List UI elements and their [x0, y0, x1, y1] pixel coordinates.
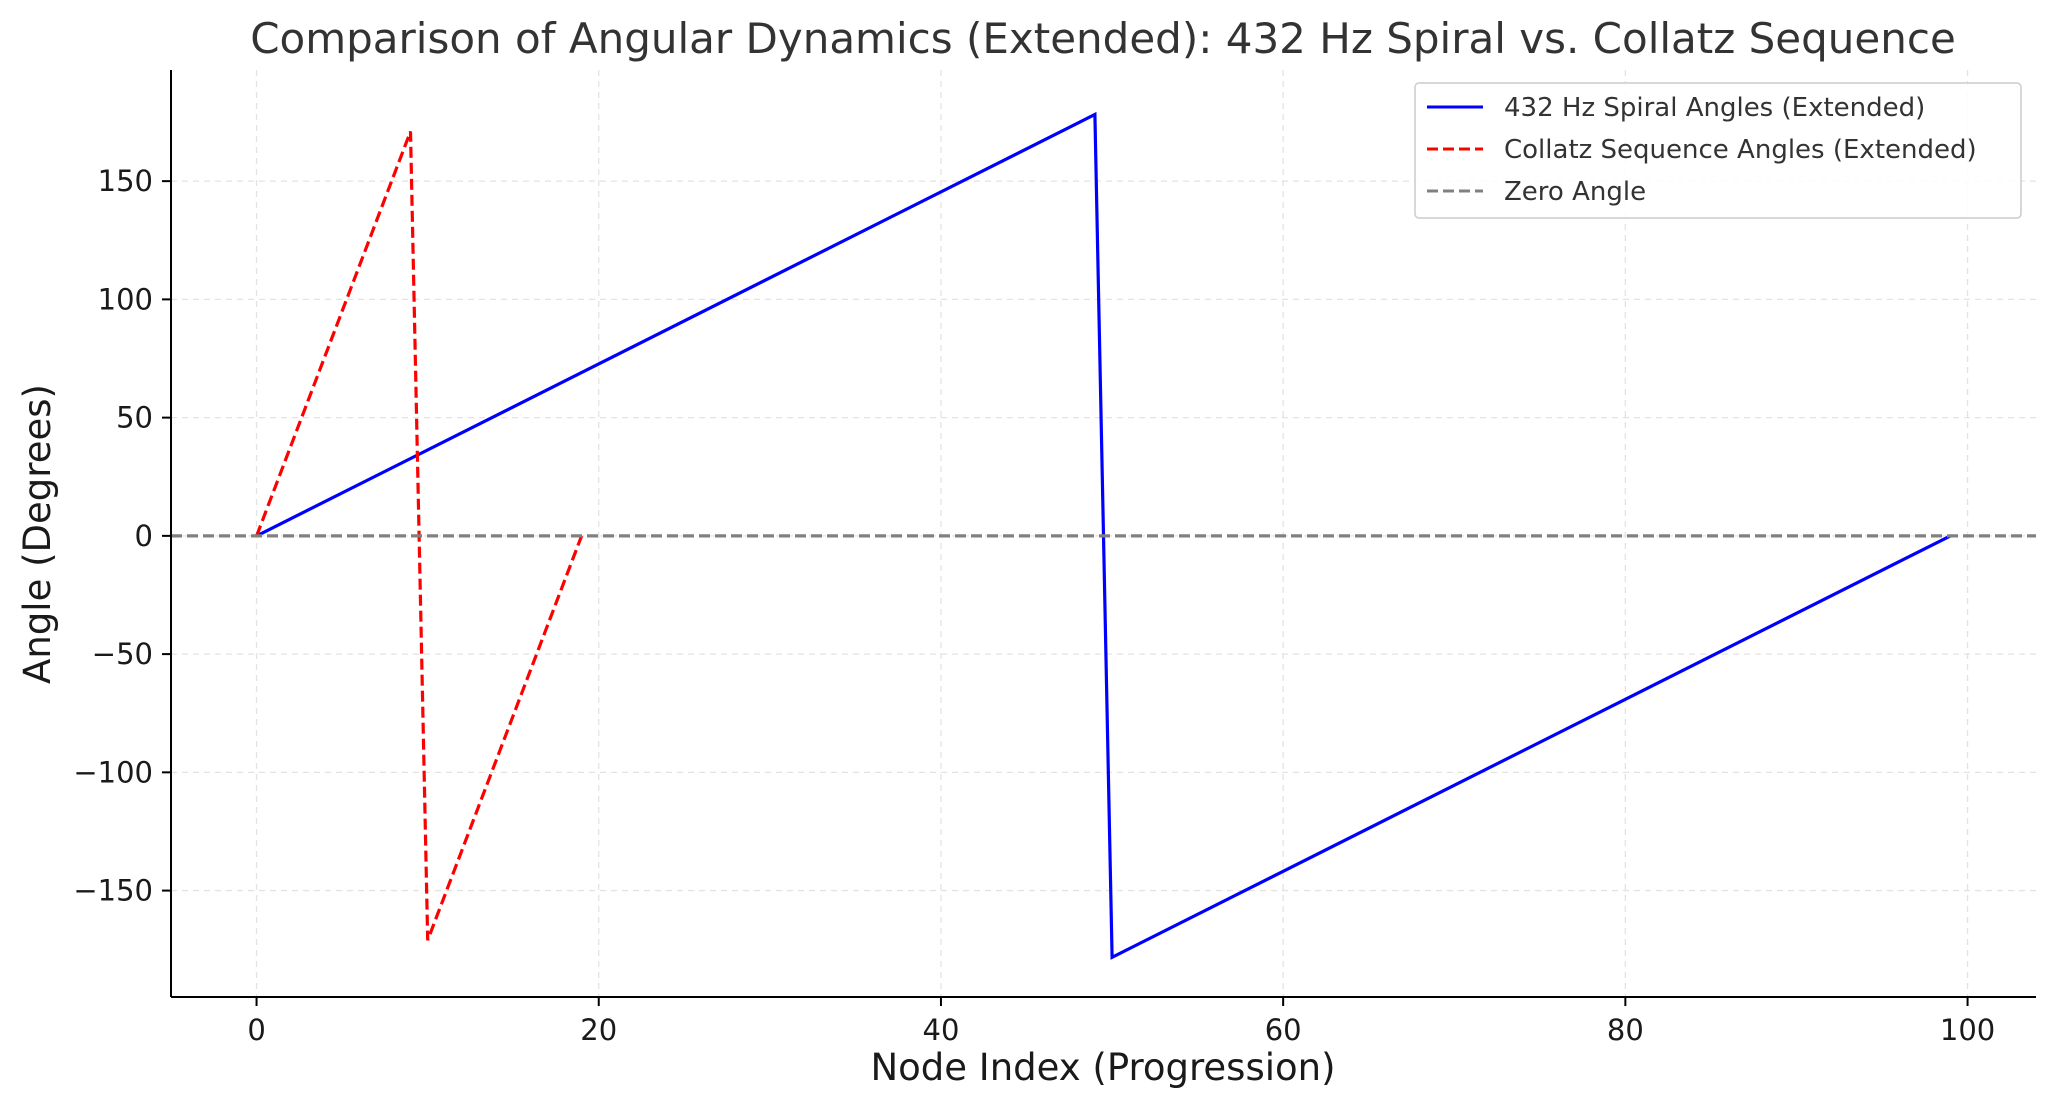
- x-tick-label: 80: [1607, 1013, 1644, 1047]
- legend: 432 Hz Spiral Angles (Extended) Collatz …: [1414, 82, 2022, 219]
- y-tick-label: 0: [135, 519, 153, 553]
- y-tick-label: 150: [98, 164, 153, 198]
- series-lines: [171, 111, 2036, 960]
- x-axis-title: Node Index (Progression): [870, 1046, 1335, 1089]
- chart-title: Comparison of Angular Dynamics (Extended…: [250, 14, 1956, 63]
- legend-box: [1414, 82, 2022, 219]
- y-tick-label: −50: [92, 637, 153, 671]
- legend-label-spiral: 432 Hz Spiral Angles (Extended): [1504, 93, 1925, 123]
- x-tick-label: 100: [1940, 1013, 1995, 1047]
- y-tick-label: 100: [98, 282, 153, 316]
- y-tick-label: −100: [73, 755, 153, 789]
- y-tick-label: 50: [116, 401, 153, 435]
- legend-label-collatz: Collatz Sequence Angles (Extended): [1504, 135, 1977, 165]
- x-tick-label: 40: [923, 1013, 960, 1047]
- legend-label-zero: Zero Angle: [1504, 177, 1646, 207]
- ticks: 0 20 40 60 80 100 150 100 50 0 −50 −100 −150: [73, 164, 1995, 1047]
- axes: [170, 70, 2036, 998]
- x-tick-label: 60: [1265, 1013, 1302, 1047]
- x-tick-label: 20: [580, 1013, 617, 1047]
- y-tick-label: −150: [73, 874, 153, 908]
- y-axis-title: Angle (Degrees): [16, 384, 59, 684]
- x-tick-label: 0: [247, 1013, 265, 1047]
